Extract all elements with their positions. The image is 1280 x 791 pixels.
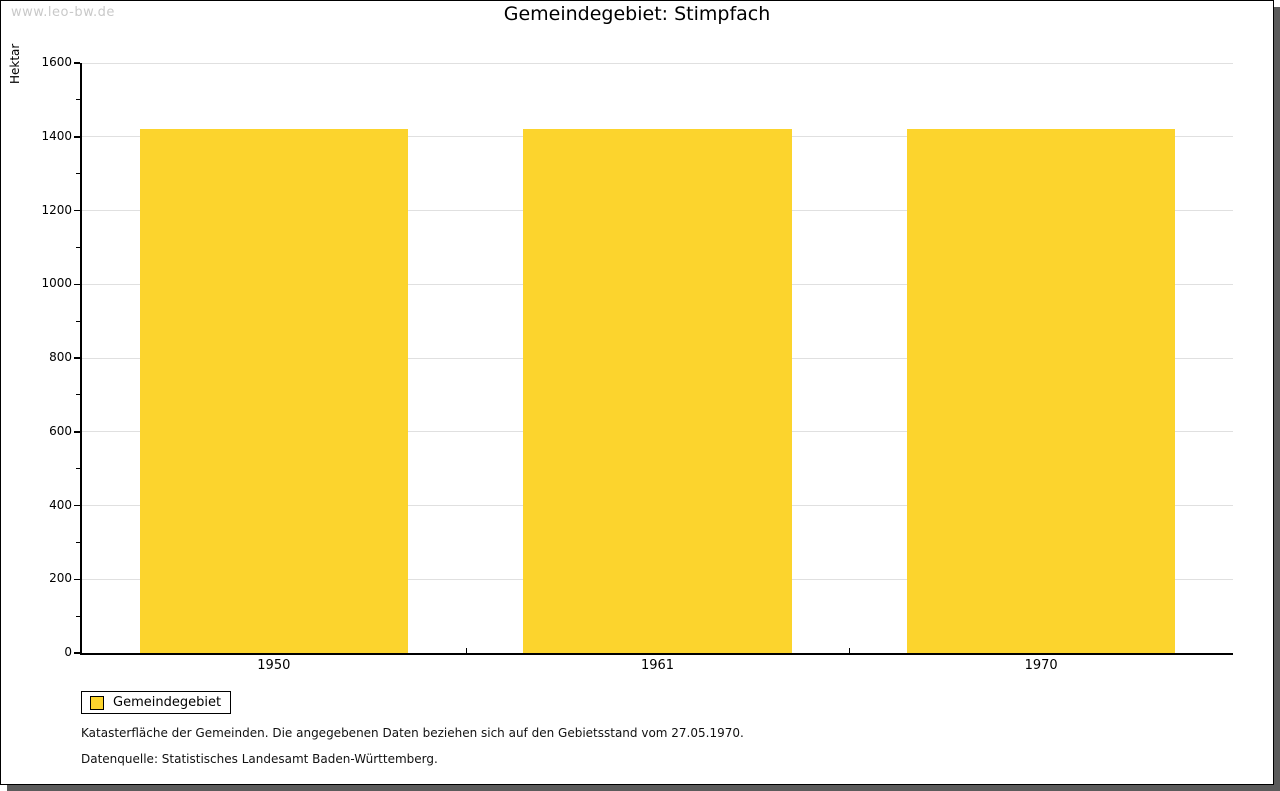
y-tick-minor (76, 541, 80, 543)
y-tick-minor (76, 173, 80, 175)
y-tick-label: 400 (49, 497, 72, 512)
gridline (82, 62, 1233, 64)
y-tick (74, 578, 80, 580)
x-tick-label: 1970 (1024, 658, 1058, 673)
x-tick-label: 1950 (257, 658, 291, 673)
x-boundary-tick (849, 648, 851, 653)
y-tick-label: 0 (64, 645, 72, 659)
y-tick (74, 652, 80, 654)
legend: Gemeindegebiet (81, 691, 232, 714)
x-tick-label: 1961 (640, 658, 675, 673)
y-tick-label: 1600 (41, 55, 72, 69)
y-tick-minor (76, 394, 80, 396)
y-tick (74, 62, 80, 64)
y-tick-minor (76, 246, 80, 248)
footnote-data-source: Datenquelle: Statistisches Landesamt Bad… (81, 752, 438, 766)
y-tick-label: 1200 (41, 202, 72, 217)
y-tick-minor (76, 320, 80, 322)
bar-1970 (906, 129, 1176, 653)
plot-area: 0 200 400 600 800 1000 1200 1400 1600 1950 1961 197… (41, 55, 1233, 673)
y-tick-minor (76, 468, 80, 470)
y-tick-minor (76, 99, 80, 101)
footnote-source-note: Katasterfläche der Gemeinden. Die angege… (81, 726, 744, 740)
y-tick-label: 200 (49, 571, 72, 586)
y-tick (74, 357, 80, 359)
y-tick (74, 504, 80, 507)
watermark-url: www.leo-bw.de (11, 5, 115, 20)
bar-1950 (139, 129, 409, 653)
chart-title: Gemeindegebiet: Stimpfach (503, 3, 771, 25)
y-tick (74, 431, 80, 433)
legend-label: Gemeindegebiet (113, 695, 222, 710)
y-tick-label: 800 (49, 350, 72, 364)
y-tick-label: 1000 (41, 276, 72, 291)
y-tick (74, 136, 80, 138)
legend-swatch-icon (90, 695, 104, 710)
bar-1961 (523, 129, 792, 653)
y-tick (74, 209, 80, 212)
x-boundary-tick (465, 648, 467, 653)
y-tick-label: 1400 (41, 128, 72, 143)
y-tick-minor (76, 615, 80, 617)
y-tick (74, 283, 80, 285)
y-tick-label: 600 (49, 423, 72, 438)
